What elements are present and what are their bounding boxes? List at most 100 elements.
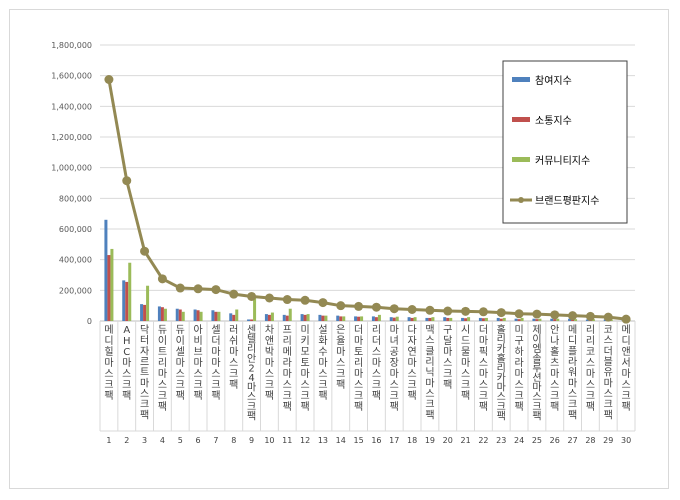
rank-label: 21 [460,436,470,445]
bar [407,317,411,321]
rank-label: 29 [603,436,613,445]
line-point [496,308,506,318]
bar [324,315,328,321]
rank-label: 11 [282,436,292,445]
bar [211,310,215,321]
rank-label: 9 [249,436,254,445]
bar [591,319,595,321]
bar [377,314,381,321]
bar [122,280,126,321]
line-point [104,75,114,84]
line-point [157,274,167,284]
bar [217,311,221,321]
bar [140,304,144,321]
rank-label: 14 [336,436,346,445]
bar [196,310,200,321]
line-point [229,289,239,299]
bar [104,219,108,321]
legend-swatch [512,77,530,82]
rank-label: 30 [621,436,631,445]
legend-swatch [512,117,530,122]
y-tick-label: 1,200,000 [51,133,92,142]
bar [496,317,500,321]
bar [360,316,364,321]
bar [461,317,465,321]
rank-label: 22 [478,436,488,445]
y-tick-label: 1,600,000 [51,72,92,81]
bar [270,312,274,321]
rank-label: 28 [585,436,595,445]
bar [371,316,375,321]
bar [481,318,485,321]
bar [585,319,589,321]
bar [374,317,378,321]
bar [449,317,453,321]
bar [253,297,257,321]
bar [392,317,396,321]
line-point [443,306,453,316]
line-point [568,311,578,321]
bar [446,317,450,321]
line-point [193,284,203,294]
rank-label: 27 [567,436,577,445]
bar [532,318,536,321]
rank-label: 18 [407,436,417,445]
bar [282,314,286,321]
line-point [407,305,417,314]
bar [425,317,429,321]
bar [175,308,179,321]
bar [181,311,185,321]
bar [553,319,557,321]
bar [431,317,435,321]
legend-label: 소통지수 [535,115,572,127]
legend-label: 참여지수 [535,75,572,87]
bar [336,315,340,321]
line-point [550,310,560,320]
bar [514,318,518,321]
bar [410,317,414,321]
bar [321,315,325,321]
y-tick-label: 1,000,000 [51,164,92,173]
line-point [264,293,274,303]
rank-label: 16 [371,436,381,445]
legend-swatch-marker [518,197,524,203]
bar [318,314,322,321]
line-point [247,291,257,301]
bar [520,317,524,321]
bar [574,319,578,321]
y-axis: 0 200,000 400,000 600,000 800,000 1,000,000 1,… [51,41,92,326]
bar [232,314,236,321]
line-point [211,285,221,295]
line-point [585,311,595,321]
bar [389,317,393,321]
bar [443,317,447,321]
line-point [371,302,381,312]
bar [342,316,346,321]
bar [128,262,132,321]
bar [146,285,150,321]
bar [306,314,310,321]
bar [502,317,506,321]
line-point [354,301,364,311]
line-point [300,295,310,305]
rank-label: 17 [389,436,399,445]
line-point [318,298,328,308]
bar [484,317,488,321]
bar [199,311,203,321]
bar [235,309,239,321]
bar [143,304,147,321]
line-point [425,305,435,315]
